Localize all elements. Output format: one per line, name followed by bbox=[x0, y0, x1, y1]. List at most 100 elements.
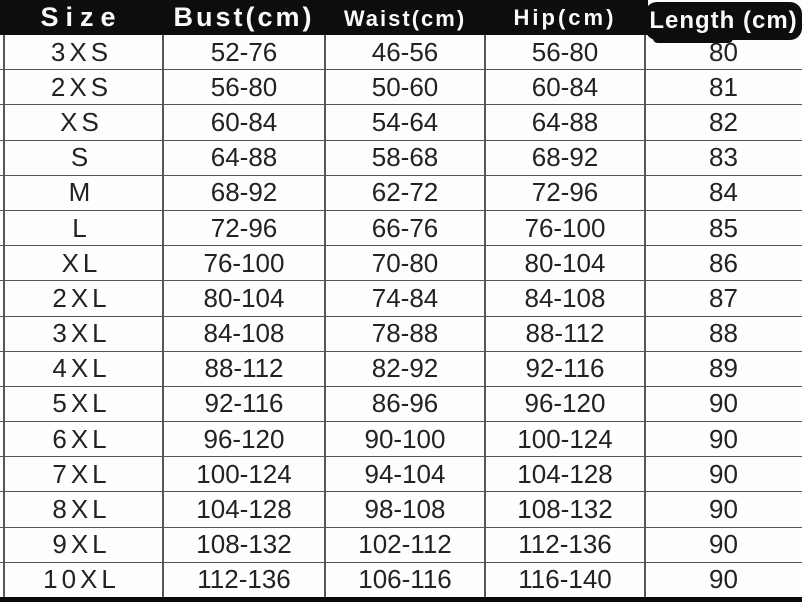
table-left-border bbox=[3, 35, 5, 597]
table-row: 8XL 104-128 98-108 108-132 90 bbox=[0, 492, 802, 528]
length-cell: 82 bbox=[709, 106, 738, 137]
bust-cell: 64-88 bbox=[210, 142, 278, 173]
table-row: 7XL 100-124 94-104 104-128 90 bbox=[0, 457, 802, 493]
hip-cell: 56-80 bbox=[531, 36, 599, 67]
divider-waist-hip bbox=[484, 35, 486, 597]
waist-cell: 90-100 bbox=[364, 423, 446, 454]
length-cell: 86 bbox=[709, 247, 738, 278]
size-cell: 8XL bbox=[52, 494, 111, 525]
table-row: 2XL 80-104 74-84 84-108 87 bbox=[0, 281, 802, 317]
table-row: 3XL 84-108 78-88 88-112 88 bbox=[0, 317, 802, 352]
column-header-waist: Waist(cm) bbox=[343, 6, 467, 31]
bust-cell: 96-120 bbox=[203, 423, 285, 454]
size-cell: 4XL bbox=[52, 353, 111, 384]
hip-cell: 88-112 bbox=[525, 318, 605, 349]
table-row: XS 60-84 54-64 64-88 82 bbox=[0, 105, 802, 141]
table-row: 4XL 88-112 82-92 92-116 89 bbox=[0, 352, 802, 387]
size-cell: XL bbox=[61, 247, 102, 278]
bust-cell: 68-92 bbox=[210, 177, 278, 208]
hip-cell: 64-88 bbox=[531, 106, 599, 137]
bust-cell: 92-116 bbox=[204, 388, 284, 419]
bust-cell: 104-128 bbox=[196, 494, 292, 525]
waist-cell: 58-68 bbox=[371, 142, 439, 173]
length-cell: 85 bbox=[709, 212, 738, 243]
table-body: 3XS 52-76 46-56 56-80 80 2XS 56-80 50-60… bbox=[0, 35, 802, 597]
waist-cell: 94-104 bbox=[364, 458, 446, 489]
length-cell: 90 bbox=[709, 423, 738, 454]
size-cell: 5XL bbox=[52, 388, 111, 419]
size-cell: 7XL bbox=[52, 458, 111, 489]
header-background-bar bbox=[0, 0, 648, 35]
hip-cell: 104-128 bbox=[517, 458, 613, 489]
waist-cell: 66-76 bbox=[371, 212, 439, 243]
size-cell: 2XS bbox=[50, 71, 113, 102]
length-cell: 83 bbox=[709, 142, 738, 173]
size-cell: M bbox=[68, 177, 95, 208]
size-cell: 10XL bbox=[43, 564, 120, 595]
table-row: 9XL 108-132 102-112 112-136 90 bbox=[0, 528, 802, 563]
waist-cell: 46-56 bbox=[371, 36, 439, 67]
column-header-hip: Hip(cm) bbox=[513, 4, 617, 30]
length-cell: 88 bbox=[709, 318, 738, 349]
divider-size-bust bbox=[162, 35, 164, 597]
bust-cell: 80-104 bbox=[203, 282, 285, 313]
length-cell: 90 bbox=[709, 564, 738, 595]
divider-hip-length bbox=[644, 35, 646, 597]
hip-cell: 92-116 bbox=[525, 353, 605, 384]
size-cell: 2XL bbox=[52, 282, 111, 313]
waist-cell: 70-80 bbox=[371, 247, 439, 278]
divider-bust-waist bbox=[324, 35, 326, 597]
hip-cell: 80-104 bbox=[524, 247, 606, 278]
waist-cell: 86-96 bbox=[371, 388, 439, 419]
column-header-length: Length (cm) bbox=[645, 2, 802, 43]
size-cell: S bbox=[70, 142, 93, 173]
waist-cell: 50-60 bbox=[371, 71, 439, 102]
waist-cell: 106-116 bbox=[358, 564, 452, 595]
bust-cell: 100-124 bbox=[196, 458, 292, 489]
length-cell: 80 bbox=[709, 36, 738, 67]
hip-cell: 96-120 bbox=[524, 388, 606, 419]
table-row: L 72-96 66-76 76-100 85 bbox=[0, 211, 802, 247]
hip-cell: 68-92 bbox=[531, 142, 599, 173]
waist-cell: 54-64 bbox=[371, 106, 439, 137]
table-row: 10XL 112-136 106-116 116-140 90 bbox=[0, 563, 802, 597]
hip-cell: 60-84 bbox=[531, 71, 599, 102]
table-row: 3XS 52-76 46-56 56-80 80 bbox=[0, 35, 802, 71]
waist-cell: 62-72 bbox=[371, 177, 439, 208]
table-bottom-border bbox=[0, 597, 802, 602]
length-cell: 90 bbox=[709, 388, 738, 419]
table-header-row: Size Bust(cm) Waist(cm) Hip(cm) Length (… bbox=[0, 0, 802, 43]
hip-cell: 72-96 bbox=[531, 177, 599, 208]
length-cell: 87 bbox=[709, 282, 738, 313]
size-cell: 3XL bbox=[52, 318, 111, 349]
size-cell: 6XL bbox=[52, 423, 111, 454]
bust-cell: 56-80 bbox=[210, 71, 278, 102]
size-cell: XS bbox=[60, 106, 103, 137]
length-cell: 89 bbox=[709, 353, 738, 384]
length-cell: 84 bbox=[709, 177, 738, 208]
length-cell: 81 bbox=[709, 71, 738, 102]
bust-cell: 112-136 bbox=[197, 564, 291, 595]
bust-cell: 76-100 bbox=[203, 247, 285, 278]
bust-cell: 52-76 bbox=[210, 36, 278, 67]
waist-cell: 74-84 bbox=[371, 282, 439, 313]
table-row: XL 76-100 70-80 80-104 86 bbox=[0, 246, 802, 282]
hip-cell: 100-124 bbox=[517, 423, 613, 454]
table-row: 6XL 96-120 90-100 100-124 90 bbox=[0, 422, 802, 458]
waist-cell: 102-112 bbox=[358, 529, 452, 560]
hip-cell: 108-132 bbox=[517, 494, 613, 525]
hip-cell: 84-108 bbox=[524, 282, 606, 313]
length-cell: 90 bbox=[709, 529, 738, 560]
bust-cell: 60-84 bbox=[210, 106, 278, 137]
hip-cell: 112-136 bbox=[518, 529, 612, 560]
hip-cell: 116-140 bbox=[518, 564, 612, 595]
table-row: S 64-88 58-68 68-92 83 bbox=[0, 141, 802, 176]
bust-cell: 84-108 bbox=[203, 318, 285, 349]
size-cell: L bbox=[72, 212, 91, 243]
column-header-bust: Bust(cm) bbox=[173, 2, 315, 32]
table-row: 2XS 56-80 50-60 60-84 81 bbox=[0, 70, 802, 106]
table-row: M 68-92 62-72 72-96 84 bbox=[0, 176, 802, 211]
column-header-size: Size bbox=[40, 2, 123, 32]
size-cell: 9XL bbox=[52, 529, 111, 560]
